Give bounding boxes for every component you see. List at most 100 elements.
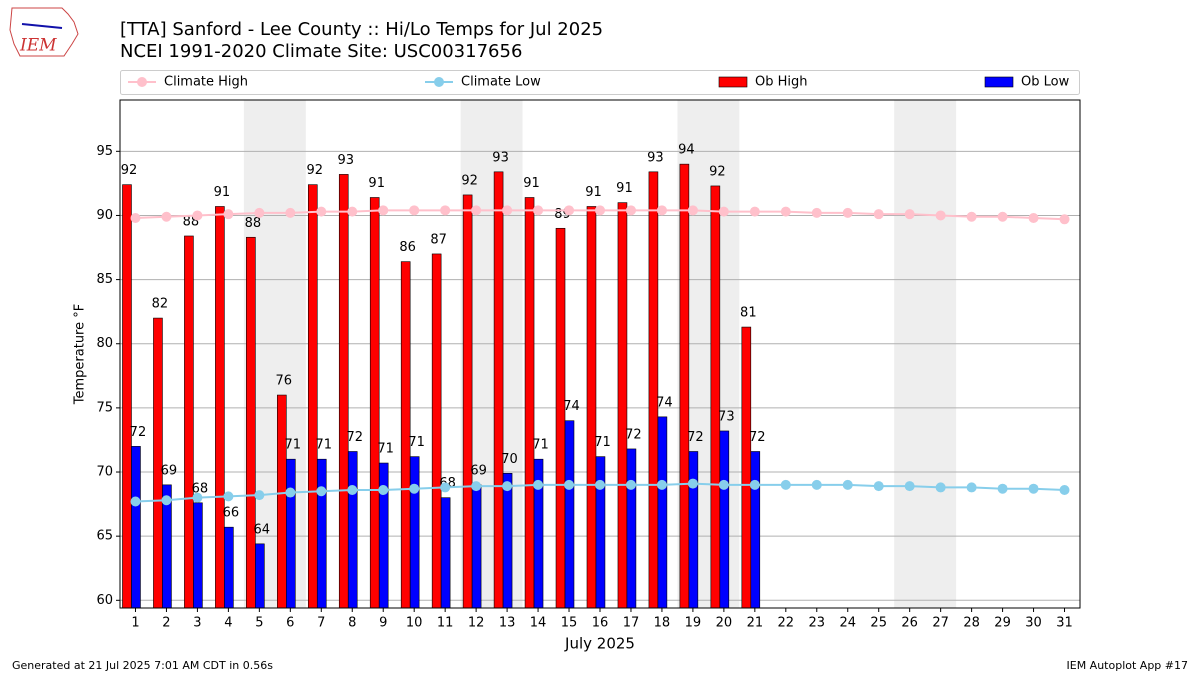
- y-tick-label: 75: [96, 400, 113, 415]
- marker: [347, 484, 358, 495]
- marker: [625, 205, 636, 216]
- marker: [130, 496, 141, 507]
- marker: [564, 479, 575, 490]
- bar: [750, 451, 761, 609]
- marker: [440, 482, 451, 493]
- marker: [316, 486, 327, 497]
- value-label: 74: [563, 399, 580, 414]
- x-tick-label: 30: [1025, 616, 1042, 631]
- logo-outline: [9, 7, 79, 57]
- marker: [966, 211, 977, 222]
- marker: [564, 205, 575, 216]
- marker: [161, 211, 172, 222]
- marker: [718, 479, 729, 490]
- value-label: 86: [399, 240, 416, 255]
- value-label: 72: [130, 425, 147, 440]
- x-tick-label: 16: [592, 616, 609, 631]
- x-tick-label: 29: [994, 616, 1011, 631]
- value-label: 71: [532, 438, 549, 453]
- x-tick-label: 13: [499, 616, 516, 631]
- bar: [122, 184, 132, 609]
- legend-box: [120, 70, 1080, 95]
- y-tick-label: 80: [96, 336, 113, 351]
- marker: [471, 481, 482, 492]
- legend-label: Climate High: [164, 75, 248, 90]
- marker: [502, 205, 513, 216]
- bar: [184, 235, 194, 609]
- value-label: 92: [461, 173, 478, 188]
- bar: [471, 484, 482, 609]
- marker: [780, 206, 791, 217]
- bar: [378, 462, 389, 609]
- bar: [131, 446, 141, 609]
- weekend-band: [894, 100, 957, 608]
- x-tick-label: 28: [963, 616, 980, 631]
- value-label: 93: [337, 153, 354, 168]
- y-axis-label: Temperature °F: [73, 304, 88, 405]
- marker: [316, 206, 327, 217]
- marker: [904, 209, 915, 220]
- x-tick-label: 27: [932, 616, 949, 631]
- bar: [626, 448, 637, 609]
- x-tick-label: 8: [348, 616, 356, 631]
- marker: [997, 211, 1008, 222]
- bar: [369, 197, 380, 609]
- marker: [409, 483, 420, 494]
- bar: [215, 206, 225, 609]
- value-label: 91: [214, 185, 231, 200]
- bar: [564, 420, 575, 609]
- logo-text: IEM: [19, 36, 57, 56]
- value-label: 92: [709, 164, 726, 179]
- value-label: 93: [647, 150, 664, 165]
- value-label: 68: [192, 481, 209, 496]
- plot-frame: [119, 99, 1081, 609]
- value-label: 71: [408, 435, 425, 450]
- legend-swatch: [984, 76, 1014, 88]
- footer-right: IEM Autoplot App #17: [1067, 659, 1189, 672]
- marker: [718, 206, 729, 217]
- marker: [873, 481, 884, 492]
- marker: [347, 206, 358, 217]
- value-label: 91: [616, 181, 633, 196]
- marker: [625, 479, 636, 490]
- marker: [533, 205, 544, 216]
- x-tick-label: 14: [530, 616, 547, 631]
- marker: [997, 483, 1008, 494]
- marker: [223, 209, 234, 220]
- bar: [307, 184, 318, 609]
- y-tick-label: 85: [96, 272, 113, 287]
- logo: IEM: [9, 7, 79, 57]
- marker: [192, 492, 203, 503]
- value-label: 94: [678, 143, 695, 158]
- bar: [285, 458, 296, 609]
- bar: [338, 174, 349, 609]
- marker: [192, 210, 203, 221]
- bar: [462, 194, 473, 609]
- bar: [524, 197, 535, 609]
- bar: [710, 185, 721, 609]
- value-label: 88: [245, 216, 262, 231]
- value-label: 92: [121, 163, 138, 178]
- value-label: 91: [523, 176, 540, 191]
- bar: [255, 543, 265, 609]
- marker: [1059, 484, 1070, 495]
- x-tick-label: 12: [468, 616, 485, 631]
- x-tick-label: 7: [317, 616, 325, 631]
- value-label: 71: [285, 438, 302, 453]
- x-tick-label: 31: [1056, 616, 1073, 631]
- x-tick-label: 3: [193, 616, 201, 631]
- x-tick-label: 20: [716, 616, 733, 631]
- x-tick-label: 1: [131, 616, 139, 631]
- marker: [904, 481, 915, 492]
- legend-swatch: [718, 76, 748, 88]
- x-tick-label: 22: [778, 616, 795, 631]
- y-tick-label: 65: [96, 529, 113, 544]
- marker: [595, 205, 605, 216]
- chart-title: [TTA] Sanford - Lee County :: Hi/Lo Temp…: [120, 19, 603, 40]
- marker: [502, 481, 513, 492]
- value-label: 87: [430, 232, 447, 247]
- marker: [935, 482, 946, 493]
- marker: [749, 206, 760, 217]
